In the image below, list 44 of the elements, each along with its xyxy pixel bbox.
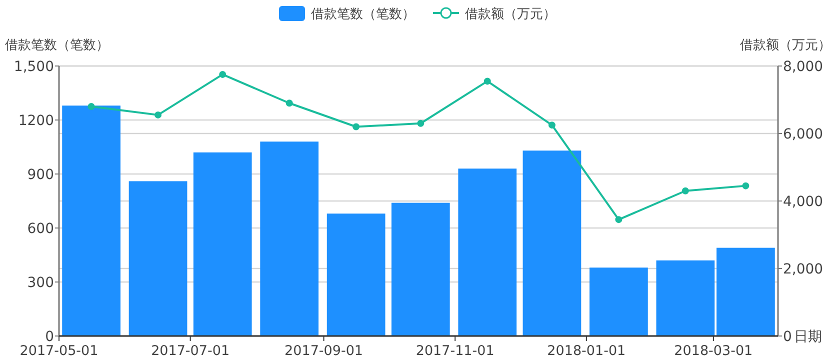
y2-axis-title: 借款额（万元）: [740, 38, 831, 53]
bar: [193, 152, 252, 336]
y-tick-label: 1,500: [14, 59, 54, 75]
y2-tick-label: 8,000: [783, 59, 824, 75]
x-tick-label: 2017-11-01: [416, 343, 494, 359]
bar: [391, 202, 450, 336]
x-tick-label: 2018-03-01: [674, 343, 753, 359]
y2-tick-label: 2,000: [783, 262, 824, 278]
point: [286, 100, 293, 107]
point: [615, 216, 622, 224]
bar: [128, 181, 188, 336]
y2-tick-label: 6,000: [783, 126, 824, 142]
bar: [458, 168, 517, 336]
y-tick-label: 0: [45, 329, 54, 345]
y2-tick-label: 0: [783, 329, 792, 345]
x-tick-label: 2018-01-01: [547, 343, 626, 359]
point: [682, 187, 689, 194]
bar: [716, 248, 775, 336]
x-tick-label: 2017-09-01: [284, 343, 364, 359]
bar: [326, 214, 386, 336]
y-tick-label: 900: [27, 167, 54, 183]
point: [88, 103, 95, 110]
point: [352, 123, 360, 130]
bar: [62, 106, 120, 336]
bar: [522, 150, 582, 336]
legend-label: 借款笔数（笔数）: [311, 7, 415, 22]
y-tick-label: 600: [27, 221, 54, 237]
point: [219, 70, 226, 78]
legend-label: 借款额（万元）: [465, 7, 556, 22]
x-axis-title: 日期: [794, 329, 822, 345]
point: [484, 78, 491, 85]
point: [417, 120, 424, 127]
x-tick-label: 2017-07-01: [151, 343, 230, 359]
x-tick-label: 2017-05-01: [20, 343, 98, 359]
y-axis-title: 借款笔数（笔数）: [5, 38, 109, 53]
y2-tick-label: 4,000: [783, 194, 824, 210]
point: [154, 111, 162, 118]
point: [548, 122, 556, 129]
y-tick-label: 300: [27, 275, 54, 291]
y-tick-label: 1200: [18, 113, 54, 129]
bar: [656, 260, 715, 336]
bar: [260, 142, 319, 336]
bar: [590, 268, 648, 336]
point: [742, 182, 750, 190]
